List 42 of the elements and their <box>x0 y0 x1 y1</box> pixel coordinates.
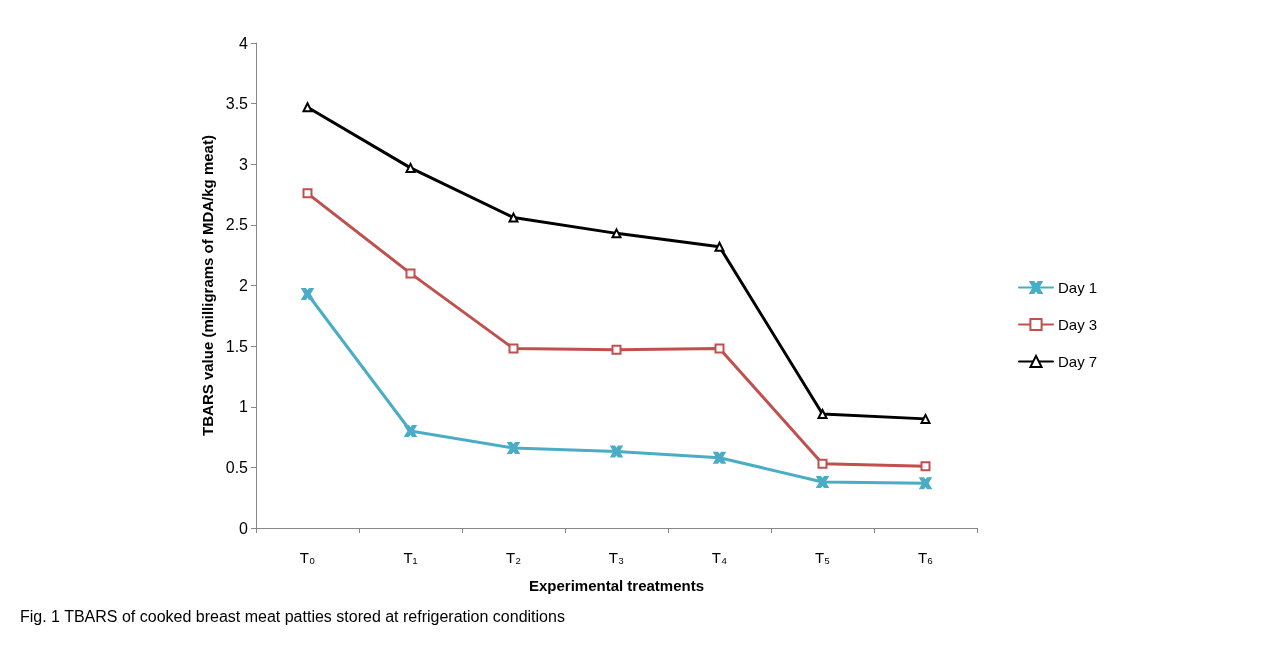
point <box>920 413 931 424</box>
legend-label: Day 1 <box>1058 279 1098 296</box>
x-tick-label: T₂ <box>506 549 522 566</box>
point <box>405 162 416 173</box>
legend-label: Day 3 <box>1058 316 1098 333</box>
point <box>302 102 313 113</box>
x-tick-label: T₄ <box>711 549 728 566</box>
point <box>713 451 726 464</box>
y-tick-label: 2.5 <box>225 216 249 234</box>
point <box>610 445 623 458</box>
x-tick-label: T₁ <box>403 549 418 566</box>
y-tick-label: 1.5 <box>225 337 249 355</box>
caption: Fig. 1 TBARS of cooked breast meat patties stored at refrigeration conditions <box>20 607 565 625</box>
x-tick-label: T₆ <box>917 549 934 566</box>
point <box>507 441 520 454</box>
x-tick-label: T₅ <box>814 549 831 566</box>
point <box>816 475 829 488</box>
x-tick-label: T₀ <box>299 549 316 566</box>
point <box>714 343 725 354</box>
y-tick-label: 0.5 <box>225 458 249 476</box>
y-tick-label: 1 <box>239 398 249 416</box>
y-tick-label: 4 <box>239 34 249 52</box>
point <box>405 268 416 279</box>
point <box>508 212 519 223</box>
x-axis-title: Experimental treatments <box>528 577 705 594</box>
point <box>611 228 622 239</box>
point <box>404 425 417 437</box>
point <box>714 241 725 252</box>
y-tick-label: 0 <box>239 519 249 537</box>
point <box>919 477 932 490</box>
point <box>301 287 314 300</box>
point <box>611 344 622 355</box>
y-tick-label: 3 <box>239 155 249 173</box>
point <box>508 343 519 354</box>
legend-label: Day 7 <box>1058 353 1098 370</box>
y-tick-label: 3.5 <box>225 95 249 113</box>
y-axis-title: TBARS value (milligrams of MDA/kg meat) <box>198 135 216 436</box>
point <box>302 188 313 199</box>
y-tick-label: 2 <box>239 277 249 294</box>
point <box>920 461 931 472</box>
point <box>817 458 828 469</box>
x-tick-label: T₃ <box>608 549 625 566</box>
